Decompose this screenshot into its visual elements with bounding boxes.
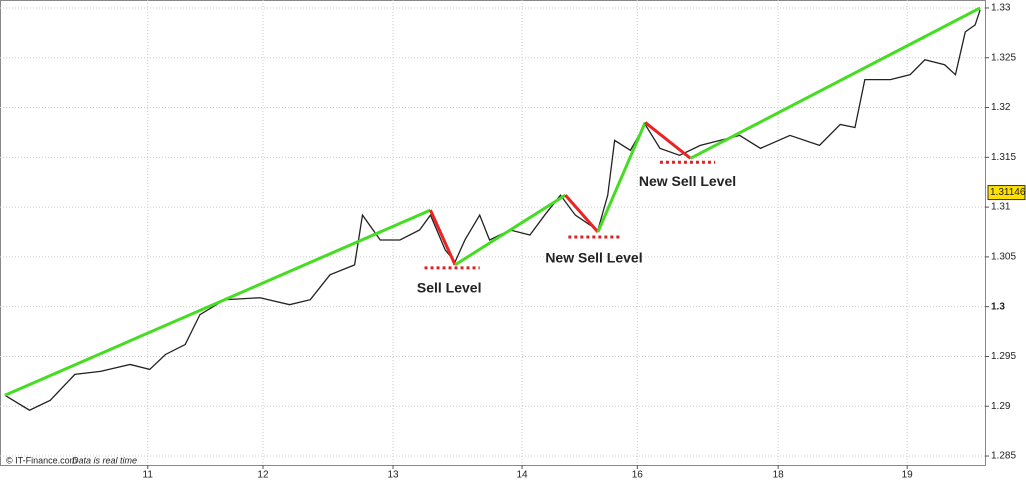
trend-line: [644, 121, 692, 160]
trend-line: [689, 6, 981, 160]
x-tick-label: 11: [143, 470, 154, 481]
x-tick-label: 16: [632, 470, 644, 481]
x-tick-label: 19: [902, 470, 914, 481]
y-tick-label: 1.295: [991, 351, 1016, 362]
trend-line: [596, 121, 647, 233]
x-tick-label: 14: [516, 470, 528, 481]
y-tick-label: 1.31: [991, 202, 1011, 213]
y-tick-label: 1.32: [991, 102, 1011, 113]
last-price-box: [987, 185, 1026, 201]
trend-line: [4, 208, 432, 397]
trend-line: [429, 209, 457, 266]
last-price-label: 1.31146: [990, 187, 1026, 198]
x-tick-label: 12: [257, 470, 269, 481]
y-tick-label: 1.29: [991, 401, 1011, 412]
credit: © IT-Finance.com: [6, 455, 77, 465]
annotation: New Sell Level: [639, 173, 736, 189]
annotation: Sell Level: [417, 279, 482, 295]
y-tick-label: 1.33: [991, 3, 1011, 14]
y-tick-label: 1.285: [991, 451, 1016, 462]
price-line: [4, 9, 981, 411]
y-tick-label: 1.305: [991, 252, 1016, 263]
y-tick-label: 1.315: [991, 152, 1016, 163]
y-tick-label: 1.3: [991, 301, 1005, 312]
x-tick-label: 13: [387, 470, 399, 481]
credit-note: Data is real time: [72, 455, 137, 465]
annotation: New Sell Level: [545, 250, 642, 266]
y-tick-label: 1.325: [991, 52, 1016, 63]
trend-line: [564, 194, 600, 233]
trend-line: [454, 193, 567, 267]
plot-frame: [0, 0, 986, 466]
x-tick-label: 18: [773, 470, 785, 481]
